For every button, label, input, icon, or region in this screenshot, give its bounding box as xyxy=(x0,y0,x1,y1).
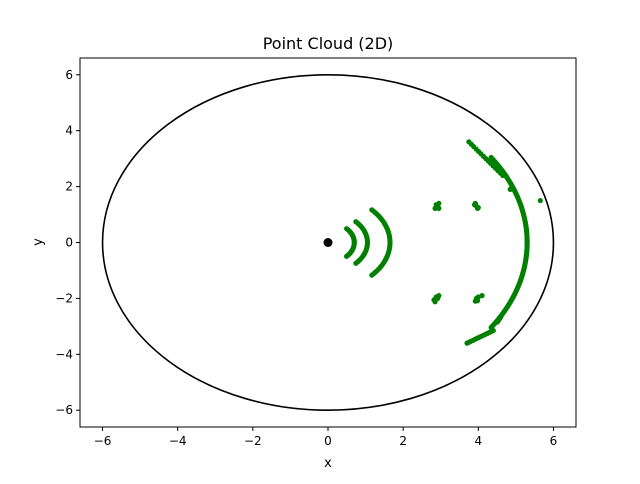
cluster-2-point xyxy=(475,204,481,211)
y-tick-label: 4 xyxy=(65,124,73,138)
segment-0-point xyxy=(500,172,506,179)
x-axis-label: x xyxy=(324,456,332,471)
x-tick-label: −4 xyxy=(169,434,187,448)
y-tick-label: −4 xyxy=(55,347,73,361)
arc-0-point xyxy=(343,226,350,232)
arc-3-point xyxy=(488,154,494,161)
x-tick-label: 0 xyxy=(324,434,332,448)
y-tick-label: −6 xyxy=(55,403,73,417)
y-tick-label: −2 xyxy=(55,291,73,305)
cluster-1-point xyxy=(435,295,441,302)
cluster-0-point xyxy=(436,205,442,211)
x-tick-label: 4 xyxy=(474,434,482,448)
y-axis-label: y xyxy=(31,238,46,246)
cluster-0-point xyxy=(433,202,439,208)
x-tick-label: 2 xyxy=(399,434,407,448)
boundary-circle xyxy=(101,73,555,412)
segment-2-point xyxy=(498,313,504,320)
y-tick-label: 0 xyxy=(65,236,73,250)
y-tick-label: 6 xyxy=(65,68,73,82)
x-tick-label: 6 xyxy=(550,434,558,448)
isolated-point xyxy=(537,197,543,204)
chart-title: Point Cloud (2D) xyxy=(263,34,394,53)
x-tick-label: −6 xyxy=(94,434,112,448)
segment-1-point xyxy=(490,327,496,334)
cluster-3-point xyxy=(479,293,485,299)
cluster-3-point xyxy=(474,298,481,304)
cluster-2-point xyxy=(471,202,478,208)
arc-2-point xyxy=(369,207,375,213)
x-tick-label: −2 xyxy=(244,434,262,448)
y-tick-label: 2 xyxy=(65,180,73,194)
isolated-point xyxy=(507,186,513,192)
origin-point xyxy=(323,238,333,247)
arc-1-point xyxy=(353,219,359,225)
